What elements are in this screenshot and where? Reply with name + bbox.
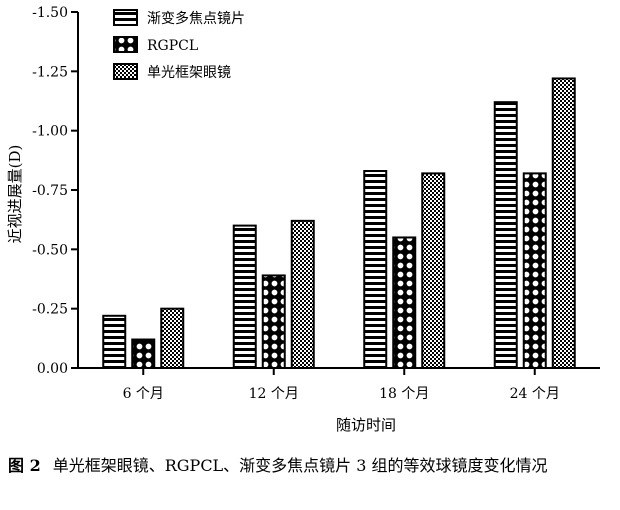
bar [421, 172, 446, 369]
x-axis-label: 随访时间 [336, 416, 396, 434]
legend-label: 渐变多焦点镜片 [147, 10, 245, 27]
y-tick-label: 0.00 [37, 361, 68, 377]
bar [551, 77, 576, 369]
legend-label: 单光框架眼镜 [147, 65, 231, 81]
y-tick-label: -1.25 [32, 64, 68, 80]
bar [493, 101, 518, 369]
legend-label: RGPCL [147, 38, 198, 54]
bar [102, 314, 127, 369]
x-tick-label: 12 个月 [249, 386, 299, 402]
y-tick-label: -0.75 [32, 183, 68, 199]
bar [232, 224, 257, 369]
bars [102, 77, 576, 369]
legend: 渐变多焦点镜片 RGPCL 单光框架眼镜 [113, 9, 245, 81]
bar [160, 307, 185, 369]
figure-caption: 图 2 单光框架眼镜、RGPCL、渐变多焦点镜片 3 组的等效球镜度变化情况 [8, 452, 614, 479]
figure-caption-text: 单光框架眼镜、RGPCL、渐变多焦点镜片 3 组的等效球镜度变化情况 [52, 456, 548, 475]
y-tick-label: -0.50 [32, 242, 68, 258]
figure-caption-label: 图 2 [8, 456, 41, 475]
y-axis-label: 近视进展量(D) [6, 145, 24, 244]
y-tick-label: -1.00 [32, 124, 68, 140]
bar [290, 219, 315, 369]
bar [131, 338, 156, 369]
y-tick-label: -0.25 [32, 302, 68, 318]
x-tick-label: 6 个月 [123, 386, 164, 402]
legend-swatch [113, 63, 138, 80]
legend-swatch [113, 9, 138, 26]
bar [522, 172, 547, 369]
x-tick-label: 18 个月 [379, 386, 429, 402]
bar [392, 236, 417, 369]
legend-swatch [113, 36, 138, 53]
bar [261, 274, 286, 369]
x-axis: 6 个月 12 个月 18 个月 24 个月 [78, 367, 600, 402]
y-tick-label: -1.50 [32, 5, 68, 21]
x-tick-label: 24 个月 [510, 386, 560, 402]
y-axis: 0.00 -0.25 -0.50 -0.75 -1.00 -1.25 -1.50 [32, 5, 79, 377]
bar-chart: 0.00 -0.25 -0.50 -0.75 -1.00 -1.25 -1.50 6 个月 1… [6, 5, 600, 434]
bar [363, 170, 388, 369]
